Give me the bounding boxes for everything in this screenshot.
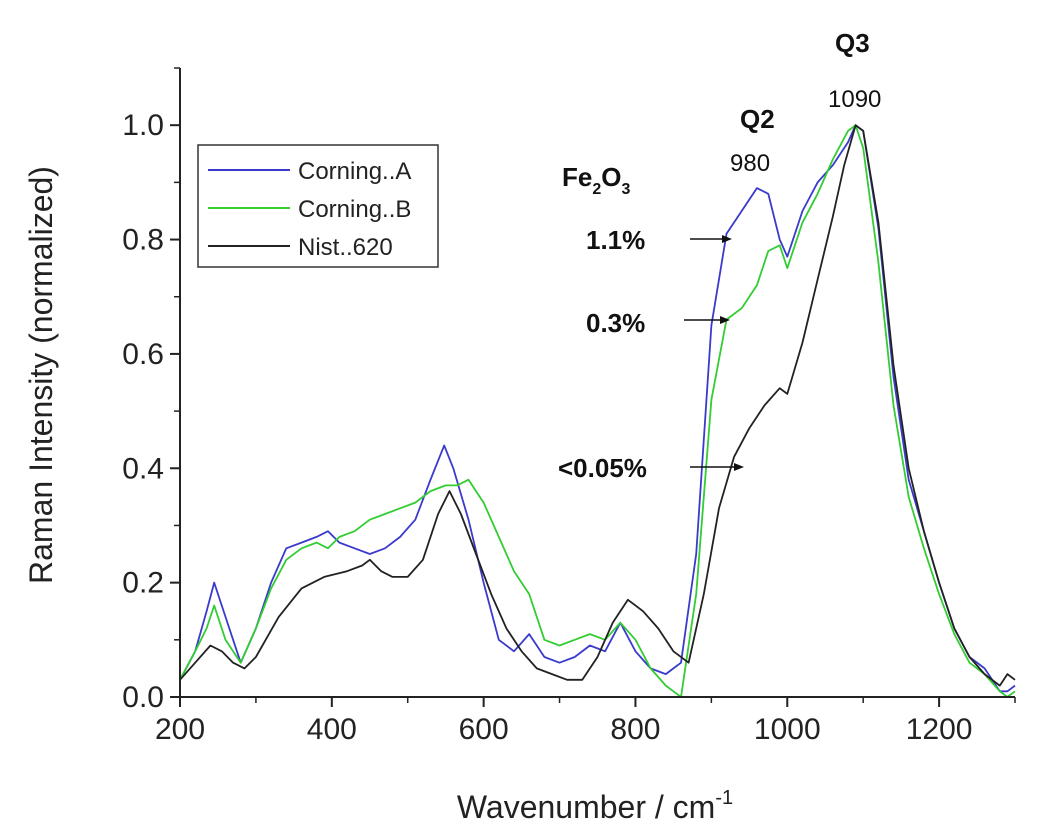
peak-1090-label: 1090 bbox=[828, 86, 881, 113]
x-tick-label: 800 bbox=[610, 713, 660, 746]
x-tick-label: 600 bbox=[459, 713, 509, 746]
legend-items: Corning..A Corning..B Nist..620 bbox=[208, 158, 411, 261]
y-tick-label: 0.8 bbox=[122, 224, 164, 257]
q2-label: Q2 bbox=[740, 104, 775, 134]
fe-text: Fe bbox=[562, 162, 592, 192]
x-axis-title: Wavenumber / cm-1 bbox=[457, 787, 733, 825]
annotations: Fe2O3 1.1% 0.3% <0.05% Q2 980 Q3 1090 bbox=[558, 28, 881, 483]
legend: Corning..A Corning..B Nist..620 bbox=[197, 144, 439, 268]
x-axis-title-main: Wavenumber / cm bbox=[457, 789, 715, 825]
arrow-0-05 bbox=[690, 463, 744, 471]
arrow-1-1 bbox=[690, 235, 732, 243]
series-line-1 bbox=[179, 124, 1016, 698]
pct-label-0-05: <0.05% bbox=[558, 453, 647, 483]
x-tick-label: 400 bbox=[307, 713, 357, 746]
y-axis-title: Raman Intensity (normalized) bbox=[23, 166, 59, 584]
legend-label: Nist..620 bbox=[298, 234, 393, 261]
o-text: O bbox=[601, 162, 621, 192]
y-tick-label: 0.6 bbox=[122, 338, 164, 371]
x-tick-label: 1200 bbox=[906, 713, 973, 746]
o-sub-3: 3 bbox=[621, 181, 630, 198]
series-line-2 bbox=[179, 124, 1016, 687]
x-tick-label: 1000 bbox=[754, 713, 821, 746]
y-tick-label: 0.2 bbox=[122, 567, 164, 600]
series-layer bbox=[179, 124, 1016, 698]
legend-label: Corning..A bbox=[298, 158, 411, 185]
peak-980-label: 980 bbox=[730, 150, 770, 177]
arrow-0-3 bbox=[684, 316, 730, 324]
y-tick-label: 0.0 bbox=[122, 681, 164, 714]
y-tick-label: 1.0 bbox=[122, 109, 164, 142]
x-axis-title-sup: -1 bbox=[715, 787, 733, 809]
y-axis-ticks: 0.0 0.2 0.4 0.6 0.8 1.0 bbox=[122, 67, 180, 714]
q3-label: Q3 bbox=[835, 28, 870, 58]
x-axis-ticks: 200 400 600 800 1000 1200 bbox=[155, 697, 1016, 746]
fe-sub-2: 2 bbox=[592, 181, 601, 198]
legend-label: Corning..B bbox=[298, 196, 411, 223]
y-tick-label: 0.4 bbox=[122, 452, 164, 485]
fe2o3-label: Fe2O3 bbox=[562, 162, 630, 198]
pct-label-1-1: 1.1% bbox=[586, 225, 645, 255]
x-tick-label: 200 bbox=[155, 713, 205, 746]
pct-label-0-3: 0.3% bbox=[586, 308, 645, 338]
